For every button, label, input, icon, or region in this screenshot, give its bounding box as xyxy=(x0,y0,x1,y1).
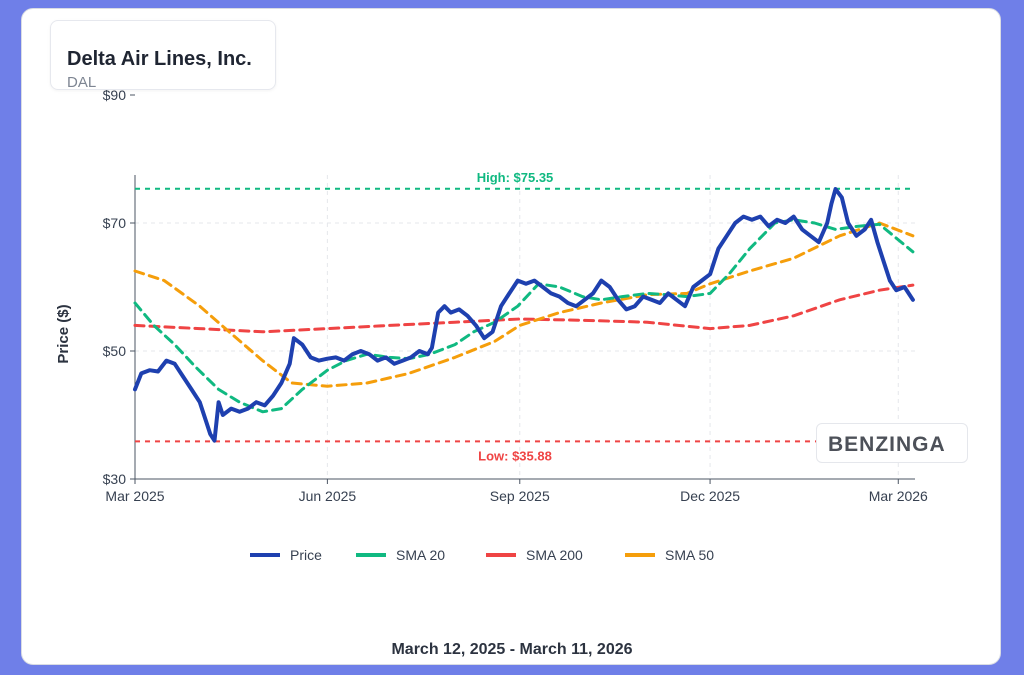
y-tick-label: $90 xyxy=(103,87,127,103)
ticker-symbol: DAL xyxy=(67,74,97,91)
y-tick-label: $30 xyxy=(103,471,127,487)
x-tick-label: Mar 2025 xyxy=(105,488,164,504)
low-label: Low: $35.88 xyxy=(478,448,552,463)
title-box: Delta Air Lines, Inc. DAL xyxy=(50,20,276,91)
legend-label-sma-20: SMA 20 xyxy=(396,547,445,563)
series-line-sma-200 xyxy=(133,283,915,334)
benzinga-logo-text: BENZINGA xyxy=(828,433,946,456)
x-tick-label: Mar 2026 xyxy=(869,488,928,504)
series-line-sma-50 xyxy=(133,221,915,388)
series-line-price xyxy=(133,187,915,443)
legend: Price SMA 20 SMA 200 SMA 50 xyxy=(250,547,714,563)
y-tick-label: $50 xyxy=(103,343,127,359)
price-chart: Mar 2025 Jun 2025 Sep 2025 Dec 2025 Mar 2026… xyxy=(55,87,928,563)
x-tick-label: Dec 2025 xyxy=(680,488,740,504)
axes: Mar 2025 Jun 2025 Sep 2025 Dec 2025 Mar 2026… xyxy=(103,87,928,504)
legend-label-sma-50: SMA 50 xyxy=(665,547,714,563)
y-axis-label: Price ($) xyxy=(55,304,72,363)
legend-label-sma-200: SMA 200 xyxy=(526,547,583,563)
date-range: March 12, 2025 - March 11, 2026 xyxy=(391,641,633,658)
benzinga-logo: BENZINGA xyxy=(816,423,968,463)
x-tick-label: Sep 2025 xyxy=(490,488,550,504)
series-lines xyxy=(133,187,915,443)
high-label: High: $75.35 xyxy=(477,170,554,185)
reference-lines: High: $75.35 Low: $35.88 xyxy=(135,170,915,463)
x-tick-label: Jun 2025 xyxy=(299,488,357,504)
chart-card: Mar 2025 Jun 2025 Sep 2025 Dec 2025 Mar 2026… xyxy=(21,8,1001,665)
y-tick-label: $70 xyxy=(103,215,127,231)
legend-label-price: Price xyxy=(290,547,322,563)
company-name: Delta Air Lines, Inc. xyxy=(67,48,252,70)
